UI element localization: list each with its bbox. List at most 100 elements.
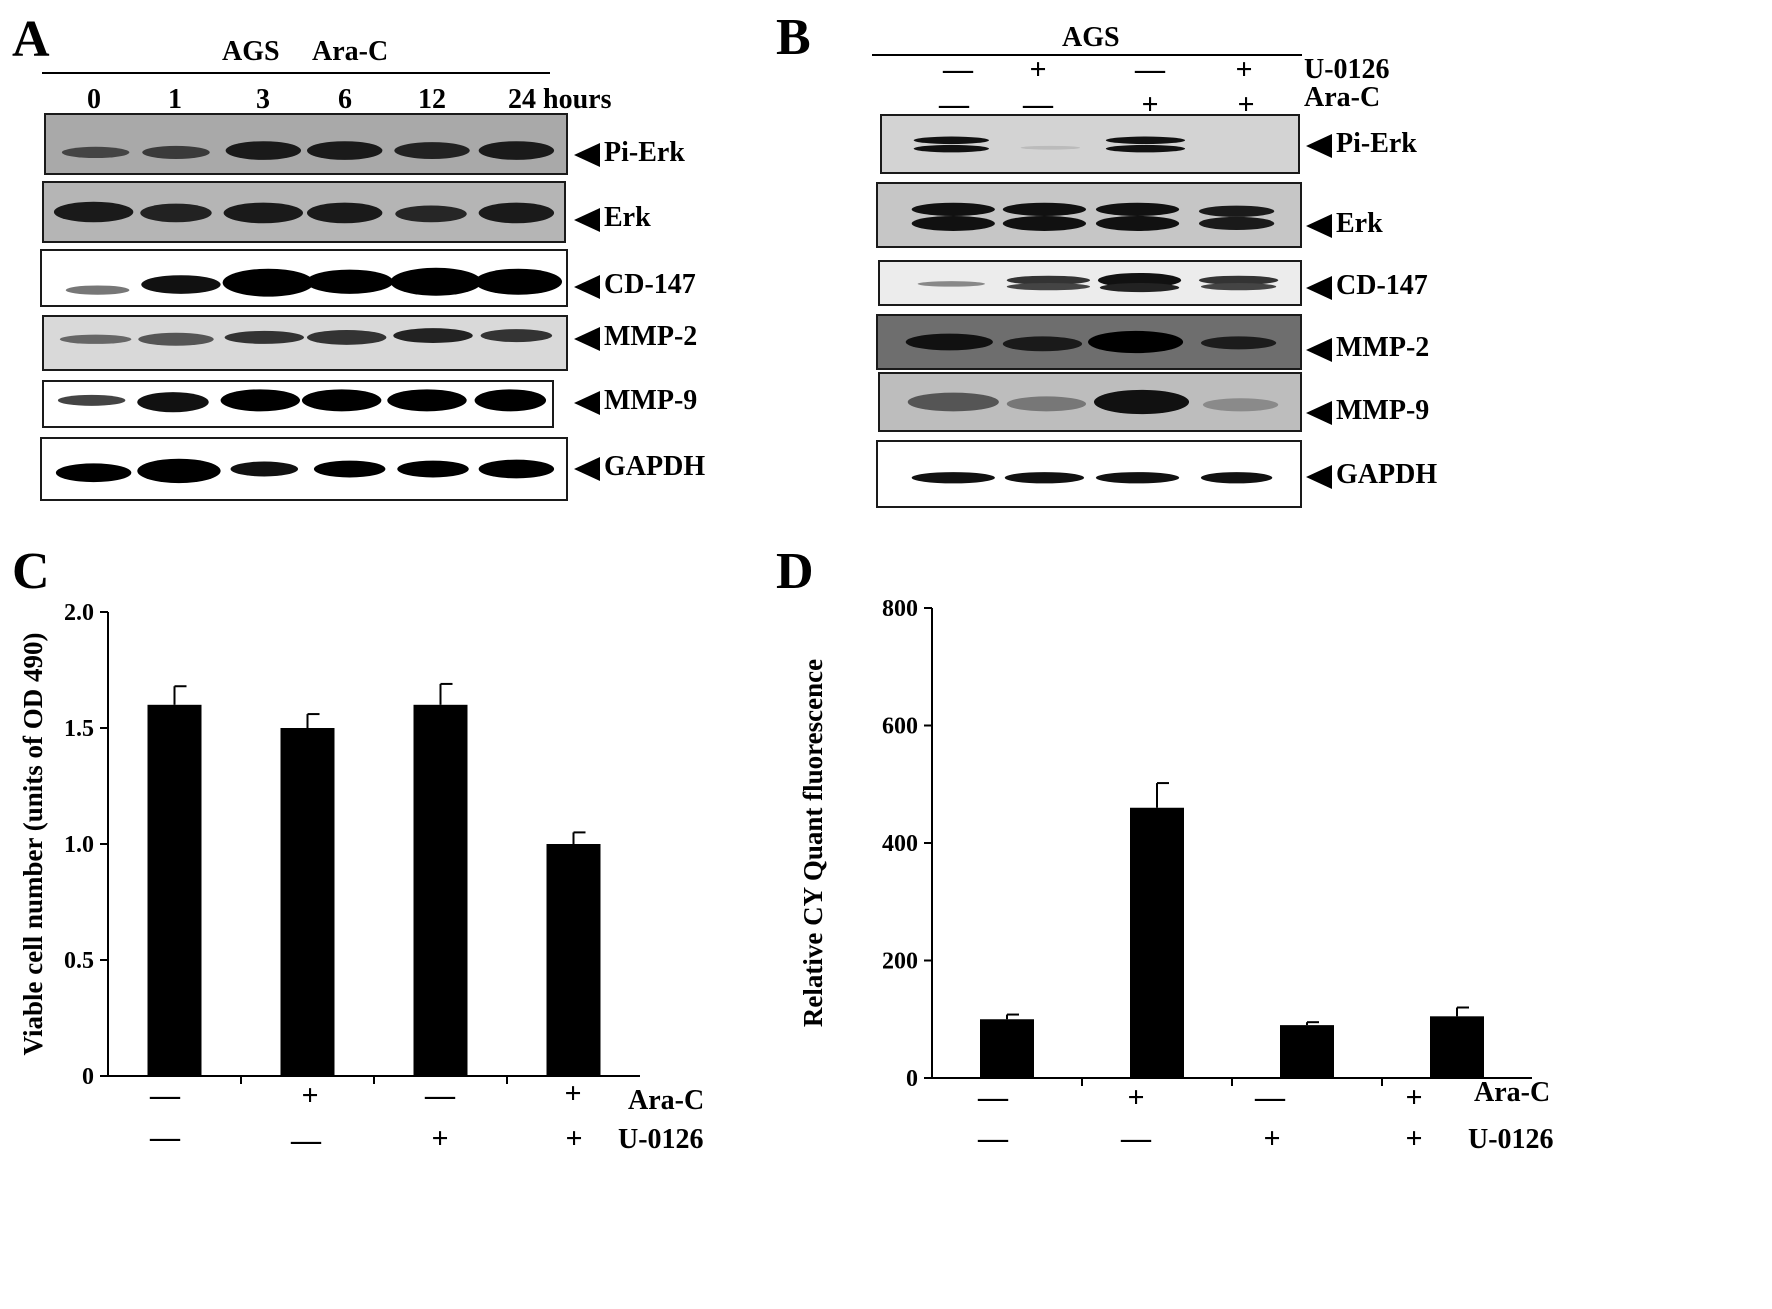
panel-a-blot-pi-erk [44, 113, 568, 175]
y-tick-label: 600 [882, 714, 918, 740]
panel-a-blot-mmp2 [42, 315, 568, 371]
y-tick-label: 0.5 [64, 948, 94, 974]
marker-arrow-icon [574, 326, 600, 351]
panel-a-marker-label: GAPDH [574, 453, 705, 481]
panel-a-blot-mmp9 [42, 380, 554, 428]
marker-arrow-icon [574, 390, 600, 415]
panel-c-row1-sign: + [564, 1077, 582, 1110]
panel-b-marker-label: GAPDH [1306, 461, 1437, 489]
panel-a-marker-label: Pi-Erk [574, 139, 685, 167]
panel-a-marker-label: MMP-9 [574, 387, 697, 415]
panel-c-row2-sign: — [291, 1124, 321, 1157]
marker-arrow-icon [1306, 133, 1332, 158]
panel-d-row1-sign: + [1127, 1081, 1145, 1114]
y-tick-label: 1.5 [64, 716, 94, 742]
panel-a-cell-line: AGS [222, 36, 280, 67]
marker-arrow-icon [1306, 400, 1332, 425]
panel-d-row2-sign: + [1405, 1122, 1423, 1155]
panel-d-row2-sign: — [1121, 1122, 1151, 1155]
panel-a-lane-label: 24 hours [508, 84, 612, 115]
y-tick-label: 800 [882, 596, 918, 622]
bar [280, 728, 335, 1076]
panel-b-marker-label: Erk [1306, 210, 1383, 238]
panel-c-row1-sign: — [425, 1079, 455, 1112]
panel-d-row2-sign: + [1263, 1122, 1281, 1155]
panel-a-marker-label: CD-147 [574, 271, 696, 299]
panel-b-row2-sign: + [1141, 88, 1159, 121]
panel-c-bar-chart: 0 0.5 1.0 1.5 2.0 Viable cell number (units o… [18, 600, 640, 1090]
panel-c-row1-label: Ara-C [628, 1085, 705, 1116]
panel-b-blot-mmp9 [878, 372, 1302, 432]
panel-a-blot-cd147 [40, 249, 568, 307]
panel-a-blot-gapdh [40, 437, 568, 501]
panel-a-letter: A [12, 11, 50, 68]
y-tick-label: 1.0 [64, 832, 94, 858]
panel-c-letter: C [12, 543, 50, 600]
bar [147, 704, 202, 1076]
panel-d-row1-sign: — [978, 1081, 1008, 1114]
panel-b-marker-label: MMP-2 [1306, 334, 1429, 362]
marker-arrow-icon [574, 207, 600, 232]
panel-b-marker-label: MMP-9 [1306, 397, 1429, 425]
panel-a-lane-label: 6 [338, 84, 352, 115]
panel-d-letter: D [776, 543, 814, 600]
panel-d-row2-sign: — [978, 1122, 1008, 1155]
bar [546, 844, 601, 1076]
y-tick-label: 0 [906, 1066, 918, 1092]
panel-a-lane-label: 3 [256, 84, 270, 115]
panel-a-lane-label: 0 [87, 84, 101, 115]
bar [1130, 807, 1184, 1078]
panel-a-blot-erk [42, 181, 566, 243]
panel-b-blot-cd147 [878, 260, 1302, 306]
panel-c-row2-sign: — [150, 1121, 180, 1154]
bar [1280, 1025, 1334, 1078]
panel-b-row2-sign: + [1237, 88, 1255, 121]
y-axis-label: Viable cell number (units of OD 490) [18, 633, 48, 1056]
panel-b-blot-gapdh [876, 440, 1302, 508]
marker-arrow-icon [574, 274, 600, 299]
panel-b-blot-mmp2 [876, 314, 1302, 370]
y-tick-label: 0 [82, 1064, 94, 1090]
panel-b-header-rule [872, 54, 1302, 56]
panel-b-row1-sign: — [1135, 53, 1165, 86]
panel-a-treatment: Ara-C [312, 36, 389, 67]
panel-b-row1-sign: + [1029, 53, 1047, 86]
y-tick-label: 2.0 [64, 600, 94, 626]
panel-c-row1-sign: — [150, 1079, 180, 1112]
bar [980, 1019, 1034, 1078]
panel-d-row1-label: Ara-C [1474, 1077, 1551, 1108]
panel-b-cell-line: AGS [1062, 22, 1120, 53]
panel-b-row2-label: Ara-C [1304, 82, 1381, 113]
panel-a-lane-label: 1 [168, 84, 182, 115]
panel-b-blot-pi-erk [880, 114, 1300, 174]
marker-arrow-icon [1306, 213, 1332, 238]
bar [413, 704, 468, 1076]
panel-b-blot-erk [876, 182, 1302, 248]
marker-arrow-icon [574, 456, 600, 481]
panel-c-row2-label: U-0126 [618, 1124, 704, 1155]
y-axis-label-line2: Relative CY Quant fluorescence [798, 659, 828, 1027]
panel-a-marker-label: MMP-2 [574, 323, 697, 351]
panel-d-row2-label: U-0126 [1468, 1124, 1554, 1155]
marker-arrow-icon [574, 142, 600, 167]
panel-b-marker-label: Pi-Erk [1306, 130, 1417, 158]
panel-d-bar-chart: 0200400600800Cell invasionRelative CY Qu… [798, 596, 1532, 1092]
panel-b-letter: B [776, 9, 811, 66]
y-tick-label: 400 [882, 831, 918, 857]
panel-a-lane-label: 12 [418, 84, 446, 115]
panel-d-row1-sign: — [1255, 1081, 1285, 1114]
marker-arrow-icon [1306, 275, 1332, 300]
panel-b-row1-label: U-0126 [1304, 54, 1390, 85]
panel-b-row1-sign: — [943, 53, 973, 86]
panel-c-row2-sign: + [431, 1122, 449, 1155]
panel-a-header-rule [42, 72, 550, 74]
panel-d-row1-sign: + [1405, 1081, 1423, 1114]
panel-b-marker-label: CD-147 [1306, 272, 1428, 300]
panel-b-row1-sign: + [1235, 53, 1253, 86]
panel-a-marker-label: Erk [574, 204, 651, 232]
marker-arrow-icon [1306, 464, 1332, 489]
y-tick-label: 200 [882, 949, 918, 975]
bar [1430, 1016, 1484, 1078]
marker-arrow-icon [1306, 337, 1332, 362]
panel-c-row2-sign: + [565, 1122, 583, 1155]
